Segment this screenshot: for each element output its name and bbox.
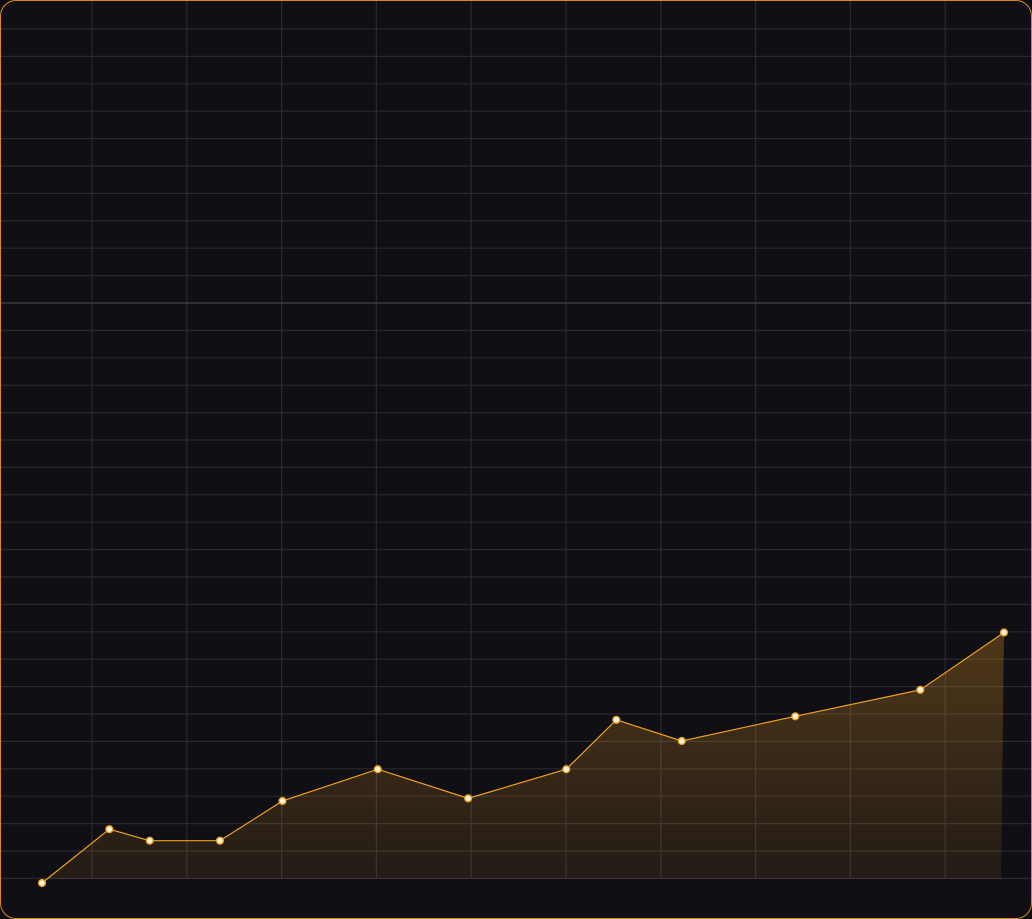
data-point (278, 796, 287, 806)
area-fill-group (42, 632, 1004, 883)
data-point (37, 878, 47, 888)
data-points-group (37, 628, 1009, 888)
data-point (612, 715, 621, 724)
data-point (562, 765, 571, 774)
data-point (464, 794, 473, 803)
data-point (791, 712, 800, 721)
data-point (373, 765, 382, 774)
data-point (215, 836, 225, 845)
data-point (105, 825, 114, 834)
data-point (916, 685, 925, 694)
data-point (999, 628, 1009, 637)
data-point (677, 736, 686, 746)
area-fill (42, 632, 1004, 883)
data-point (145, 836, 154, 845)
